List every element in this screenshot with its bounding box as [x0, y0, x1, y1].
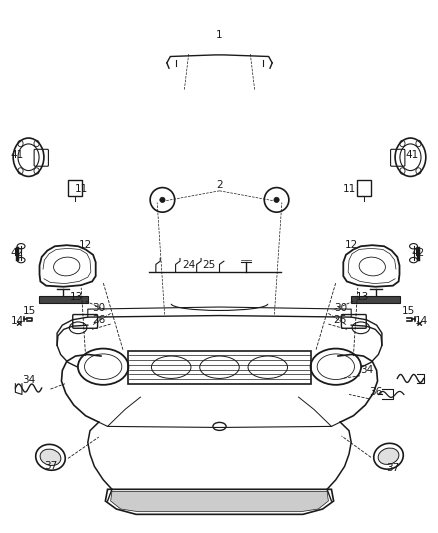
Text: 41: 41 — [10, 150, 23, 159]
Text: 42: 42 — [410, 248, 424, 258]
Ellipse shape — [377, 448, 398, 464]
Text: 15: 15 — [23, 306, 36, 316]
Text: 42: 42 — [11, 248, 24, 258]
Text: 25: 25 — [201, 261, 215, 270]
Ellipse shape — [40, 449, 61, 465]
Polygon shape — [350, 296, 399, 303]
Text: 26: 26 — [92, 315, 105, 325]
Text: 37: 37 — [385, 463, 399, 473]
Text: 37: 37 — [44, 462, 57, 471]
Text: 1: 1 — [215, 30, 223, 39]
Circle shape — [159, 197, 165, 203]
Text: 30: 30 — [92, 303, 105, 313]
Text: 14: 14 — [11, 316, 24, 326]
Circle shape — [273, 197, 279, 203]
Text: 24: 24 — [182, 261, 195, 270]
Text: 2: 2 — [215, 181, 223, 190]
Text: 11: 11 — [74, 184, 88, 194]
Text: 13: 13 — [355, 293, 368, 302]
Text: 41: 41 — [404, 150, 417, 159]
Text: 13: 13 — [70, 293, 83, 302]
Polygon shape — [39, 296, 88, 303]
Text: 15: 15 — [401, 306, 414, 316]
Text: 26: 26 — [333, 315, 346, 325]
Text: 36: 36 — [368, 387, 381, 397]
Text: 34: 34 — [22, 375, 35, 385]
Text: 14: 14 — [414, 316, 427, 326]
Text: 12: 12 — [79, 240, 92, 250]
Text: 34: 34 — [359, 366, 372, 375]
Polygon shape — [110, 491, 328, 512]
Text: 11: 11 — [342, 184, 355, 194]
Text: 12: 12 — [344, 240, 357, 250]
Text: 30: 30 — [333, 303, 346, 313]
